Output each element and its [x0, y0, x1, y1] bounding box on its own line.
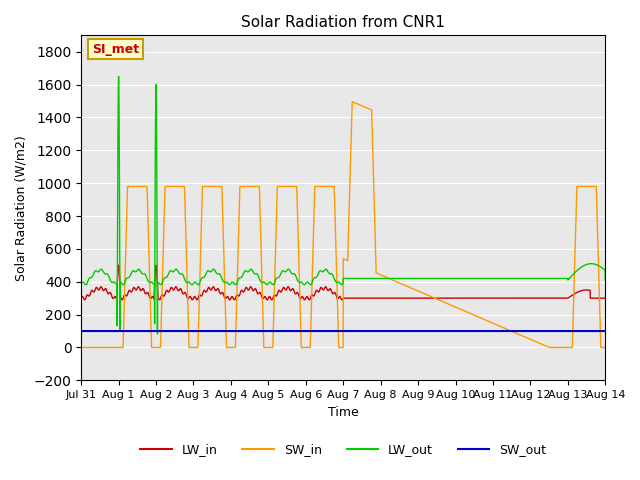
Title: Solar Radiation from CNR1: Solar Radiation from CNR1: [241, 15, 445, 30]
Text: SI_met: SI_met: [92, 43, 139, 56]
Legend: LW_in, SW_in, LW_out, SW_out: LW_in, SW_in, LW_out, SW_out: [135, 438, 551, 461]
X-axis label: Time: Time: [328, 406, 358, 419]
Y-axis label: Solar Radiation (W/m2): Solar Radiation (W/m2): [15, 135, 28, 281]
